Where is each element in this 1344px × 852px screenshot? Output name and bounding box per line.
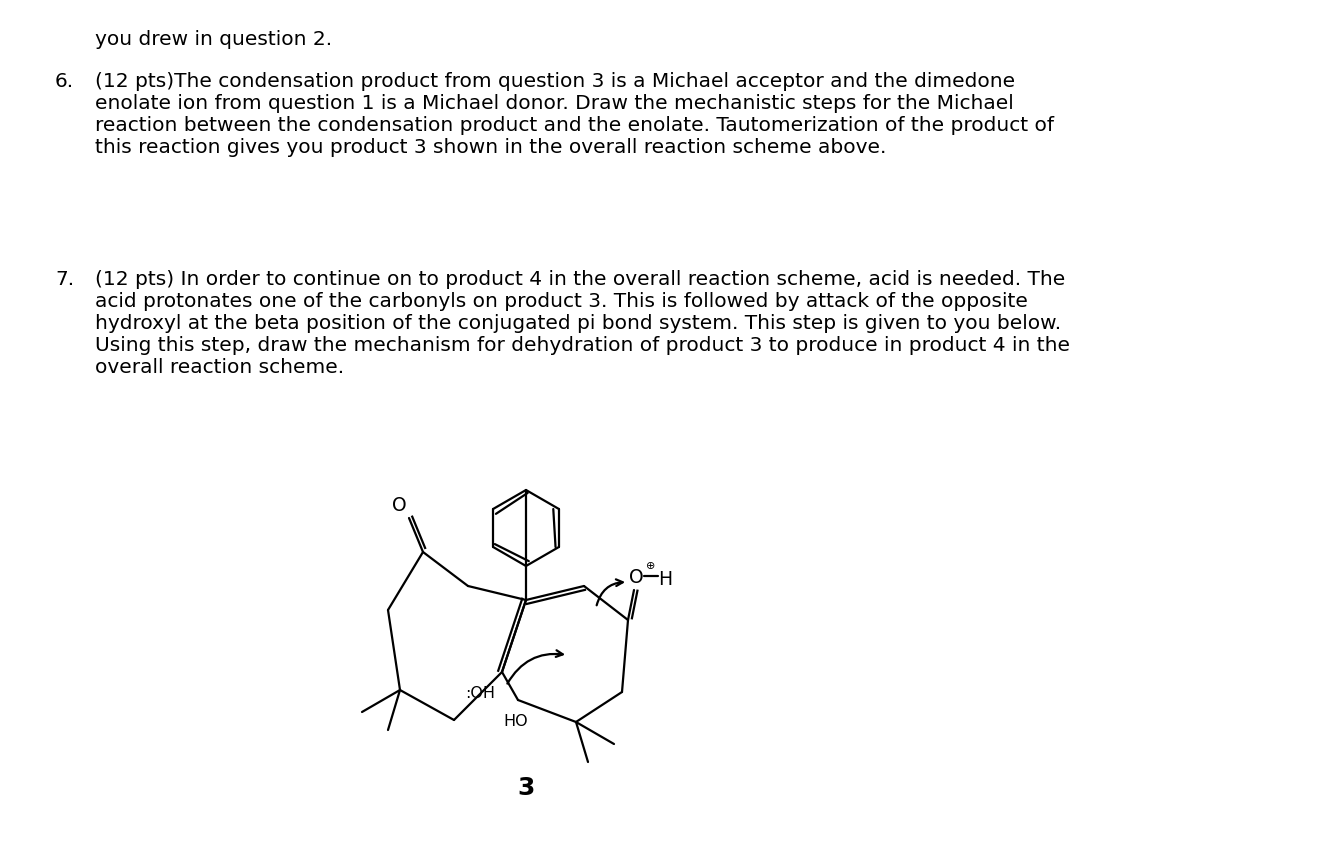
Text: ⊕: ⊕ (646, 561, 656, 571)
Text: O: O (629, 568, 644, 587)
Text: Using this step, draw the mechanism for dehydration of product 3 to produce in p: Using this step, draw the mechanism for … (95, 336, 1070, 355)
Text: overall reaction scheme.: overall reaction scheme. (95, 358, 344, 377)
Text: 6.: 6. (55, 72, 74, 91)
Text: this reaction gives you product 3 shown in the overall reaction scheme above.: this reaction gives you product 3 shown … (95, 138, 887, 157)
Text: 7.: 7. (55, 270, 74, 289)
Text: you drew in question 2.: you drew in question 2. (95, 30, 332, 49)
Text: HO: HO (504, 714, 528, 729)
Text: :OH: :OH (465, 686, 495, 701)
Text: acid protonates one of the carbonyls on product 3. This is followed by attack of: acid protonates one of the carbonyls on … (95, 292, 1028, 311)
Text: hydroxyl at the beta position of the conjugated pi bond system. This step is giv: hydroxyl at the beta position of the con… (95, 314, 1062, 333)
Text: O: O (391, 496, 406, 515)
Text: H: H (659, 570, 672, 589)
Text: enolate ion from question 1 is a Michael donor. Draw the mechanistic steps for t: enolate ion from question 1 is a Michael… (95, 94, 1013, 113)
Text: reaction between the condensation product and the enolate. Tautomerization of th: reaction between the condensation produc… (95, 116, 1054, 135)
Text: (12 pts) In order to continue on to product 4 in the overall reaction scheme, ac: (12 pts) In order to continue on to prod… (95, 270, 1066, 289)
Text: (12 pts)The condensation product from question 3 is a Michael acceptor and the d: (12 pts)The condensation product from qu… (95, 72, 1015, 91)
Text: 3: 3 (517, 776, 535, 800)
